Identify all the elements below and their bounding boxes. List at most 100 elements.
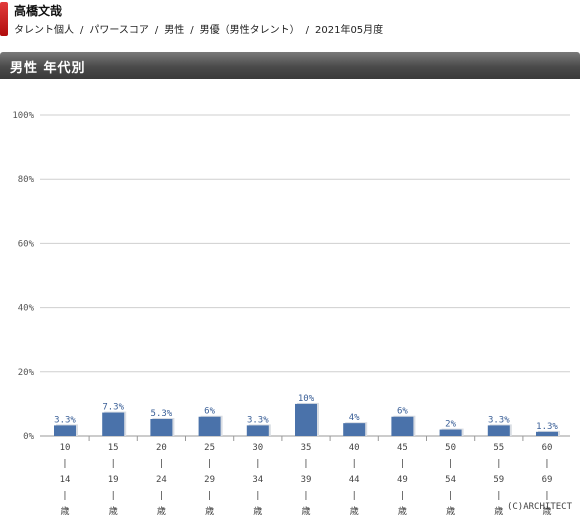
x-tick-label: | <box>62 491 67 501</box>
x-tick-label: | <box>496 459 501 469</box>
bar <box>343 423 366 436</box>
x-tick-label: 10 <box>60 443 71 453</box>
data-label: 4% <box>349 413 360 423</box>
y-tick-label: 80% <box>18 175 35 185</box>
x-tick-label: 15 <box>108 443 119 453</box>
header-accent-bar <box>0 2 8 36</box>
x-tick-label: 30 <box>252 443 263 453</box>
x-tick-label: 45 <box>397 443 408 453</box>
x-tick-label: 20 <box>156 443 167 453</box>
x-tick-label: 54 <box>445 475 456 485</box>
age-bar-chart: 3.3% 7.3% 5.3% 6% 3.3% 10% 4% 6% 2% 3.3% 1.3% 0% 20… <box>0 80 580 515</box>
x-tick-label: 25 <box>204 443 215 453</box>
x-tick-label: 39 <box>301 475 312 485</box>
talent-name: 高橋文哉 <box>14 4 63 18</box>
data-label: 5.3% <box>151 409 173 419</box>
x-tick-label: 29 <box>204 475 215 485</box>
data-label: 1.3% <box>536 422 558 432</box>
y-tick-label: 100% <box>12 111 34 121</box>
x-tick-label: 歳 <box>253 505 262 515</box>
x-tick-label: 歳 <box>157 505 166 515</box>
x-tick-label: | <box>255 491 260 501</box>
x-tick-label: | <box>255 459 260 469</box>
data-label: 6% <box>204 407 215 417</box>
breadcrumb-separator: / <box>305 25 309 36</box>
copyright-notice: (C)ARCHITECT <box>506 502 572 512</box>
section-title: 男性 年代別 <box>10 61 86 76</box>
y-tick-label: 0% <box>23 432 34 442</box>
section-header: 男性 年代別 <box>0 52 580 79</box>
x-tick-label: | <box>159 459 164 469</box>
x-tick-label: 歳 <box>446 505 455 515</box>
breadcrumb-item-talent[interactable]: タレント個人 <box>14 25 74 36</box>
x-tick-label: | <box>110 459 115 469</box>
bar <box>487 425 510 436</box>
y-tick-label: 40% <box>18 304 35 314</box>
x-tick-label: 歳 <box>398 505 407 515</box>
bar <box>439 429 462 436</box>
breadcrumb-item-powerscore[interactable]: パワースコア <box>89 25 149 36</box>
x-tick-label: | <box>62 459 67 469</box>
x-tick-label: 44 <box>349 475 360 485</box>
data-label: 10% <box>298 394 315 404</box>
x-tick-label: 歳 <box>60 505 69 515</box>
breadcrumb: タレント個人 / パワースコア / 男性 / 男優（男性タレント） / 2021年05月度 <box>14 21 383 36</box>
x-tick-label: | <box>496 491 501 501</box>
bar <box>102 412 125 436</box>
x-tick-label: 69 <box>542 475 553 485</box>
x-tick-label: 49 <box>397 475 408 485</box>
bar <box>391 416 414 436</box>
y-tick-label: 60% <box>18 239 35 249</box>
x-tick-label: 歳 <box>301 505 310 515</box>
x-tick-label: 歳 <box>205 505 214 515</box>
data-label: 3.3% <box>247 415 269 425</box>
x-tick-label: | <box>448 491 453 501</box>
x-tick-label: 歳 <box>494 505 503 515</box>
data-label: 3.3% <box>488 415 510 425</box>
x-tick-label: 24 <box>156 475 167 485</box>
page-header: 高橋文哉 タレント個人 / パワースコア / 男性 / 男優（男性タレント） / 2021年05… <box>0 0 580 40</box>
breadcrumb-item-period: 2021年05月度 <box>315 25 384 36</box>
x-tick-label: 55 <box>493 443 504 453</box>
x-tick-label: | <box>351 491 356 501</box>
x-tick-label: 歳 <box>542 505 551 515</box>
x-tick-label: | <box>303 491 308 501</box>
x-tick-label: 35 <box>301 443 312 453</box>
breadcrumb-separator: / <box>190 25 194 36</box>
x-tick-label: | <box>207 491 212 501</box>
x-tick-label: 14 <box>60 475 71 485</box>
x-tick-label: | <box>544 491 549 501</box>
x-tick-label: | <box>351 459 356 469</box>
bar <box>536 431 558 436</box>
x-tick-label: 34 <box>252 475 263 485</box>
x-tick-label: | <box>159 491 164 501</box>
x-tick-label: | <box>448 459 453 469</box>
data-label: 7.3% <box>102 403 124 413</box>
y-tick-label: 20% <box>18 368 35 378</box>
bar <box>54 425 76 436</box>
breadcrumb-separator: / <box>80 25 84 36</box>
data-label: 2% <box>445 420 456 430</box>
breadcrumb-item-category[interactable]: 男優（男性タレント） <box>199 25 300 36</box>
bar <box>198 416 221 436</box>
x-tick-label: 40 <box>349 443 360 453</box>
bar <box>246 425 269 436</box>
x-tick-label: | <box>207 459 212 469</box>
x-tick-label: | <box>544 459 549 469</box>
x-tick-label: | <box>303 459 308 469</box>
x-tick-label: 歳 <box>109 505 118 515</box>
bar <box>295 403 317 436</box>
x-tick-label: 60 <box>542 443 553 453</box>
x-tick-label: 19 <box>108 475 119 485</box>
x-tick-label: | <box>400 459 405 469</box>
data-label: 6% <box>397 407 408 417</box>
x-tick-label: | <box>110 491 115 501</box>
x-tick-label: | <box>400 491 405 501</box>
chart-svg: 3.3% 7.3% 5.3% 6% 3.3% 10% 4% 6% 2% 3.3% 1.3% 0% 20… <box>12 111 570 515</box>
breadcrumb-item-gender[interactable]: 男性 <box>164 25 185 36</box>
x-tick-label: 59 <box>493 475 504 485</box>
x-tick-label: 歳 <box>350 505 359 515</box>
breadcrumb-separator: / <box>154 25 159 36</box>
x-tick-label: 50 <box>445 443 456 453</box>
data-label: 3.3% <box>54 415 76 425</box>
